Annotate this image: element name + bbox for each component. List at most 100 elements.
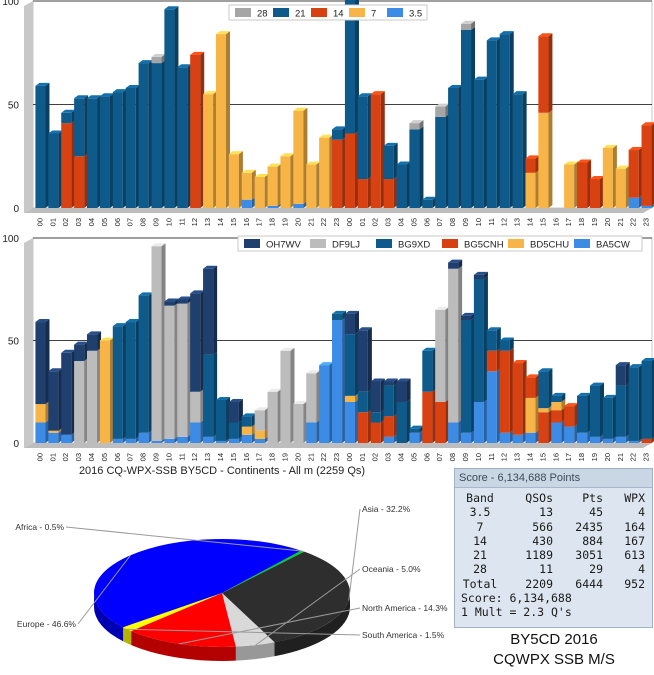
- bar-segment: [409, 123, 420, 130]
- x-tick-label: 04: [397, 218, 406, 226]
- bar-top: [125, 319, 140, 323]
- bar-segment: [499, 34, 510, 209]
- x-tick-label: 18: [577, 453, 586, 461]
- x-tick-label: 20: [603, 453, 612, 461]
- bar-segment: [422, 391, 433, 443]
- bar-segment: [61, 112, 72, 124]
- x-tick-label: 05: [100, 453, 109, 461]
- bar-top: [267, 388, 282, 392]
- bar-segment: [177, 436, 188, 443]
- column-header-qsos: QSOs: [525, 491, 553, 505]
- bar-segment: [370, 412, 381, 423]
- x-tick-label: 01: [358, 218, 367, 226]
- x-tick-label: 04: [87, 453, 96, 461]
- bar-top: [241, 413, 256, 417]
- y-tick-label: 0: [13, 204, 19, 215]
- legend-swatch: [311, 8, 327, 17]
- pie-slice: [123, 593, 222, 632]
- bar-segment: [512, 363, 523, 435]
- bar-segment: [448, 422, 459, 443]
- bar-top: [589, 382, 604, 386]
- x-tick-label: 23: [642, 453, 651, 461]
- x-tick-label: 17: [255, 453, 264, 461]
- bar-segment: [344, 334, 355, 396]
- bar-segment: [190, 293, 201, 392]
- bar-side: [548, 33, 553, 113]
- pts-cell: 29: [589, 562, 603, 577]
- pie-label: South America - 1.5%: [362, 630, 445, 640]
- x-tick-label: 14: [216, 218, 225, 226]
- bar-top: [112, 89, 127, 93]
- bar-top: [628, 147, 643, 151]
- pie-leader-line: [126, 628, 361, 636]
- bar-segment: [74, 361, 85, 443]
- bar-segment: [577, 432, 588, 443]
- bar-segment: [177, 67, 188, 209]
- bar-segment: [306, 373, 317, 423]
- pie-side: [235, 642, 275, 661]
- bar-top: [577, 392, 592, 396]
- bar-segment: [357, 96, 368, 180]
- bar-segment: [512, 434, 523, 443]
- bar-top: [525, 155, 540, 159]
- x-tick-label: 09: [461, 453, 470, 461]
- bar-segment: [344, 395, 355, 402]
- bar-top: [293, 107, 308, 111]
- x-tick-label: 01: [48, 218, 57, 226]
- bar-top: [448, 84, 463, 88]
- bar-segment: [589, 179, 600, 208]
- bar-segment: [190, 422, 201, 443]
- pie-slice: [222, 551, 351, 643]
- x-tick-label: 13: [513, 218, 522, 226]
- bar-segment: [538, 412, 549, 443]
- bar-segment: [151, 56, 162, 64]
- bar-top: [87, 95, 102, 99]
- bar-top: [383, 378, 398, 382]
- x-tick-label: 23: [332, 218, 341, 226]
- x-tick-label: 22: [319, 218, 328, 226]
- legend-label: BD5CHU: [530, 240, 569, 251]
- bar-segment: [641, 438, 652, 443]
- x-tick-label: 14: [525, 218, 534, 226]
- bar-segment: [241, 172, 252, 200]
- wpx-cell: 4: [638, 505, 645, 520]
- bar-segment: [228, 402, 239, 423]
- bar-top: [87, 331, 102, 335]
- bar-top: [267, 163, 282, 167]
- bar-segment: [87, 334, 98, 351]
- bar-top: [357, 327, 372, 331]
- band-cell: 21: [473, 548, 487, 563]
- bar-top: [254, 407, 269, 411]
- bar-side: [651, 437, 654, 443]
- bar-segment: [164, 305, 175, 439]
- bar-segment: [396, 164, 407, 208]
- bar-segment: [112, 326, 123, 439]
- bar-segment: [87, 98, 98, 208]
- x-tick-label: 16: [551, 453, 560, 461]
- qsos-cell: 566: [532, 519, 553, 534]
- bar-top: [203, 91, 218, 95]
- bar-segment: [628, 367, 639, 441]
- qsos-cell: 2209: [525, 576, 553, 591]
- bar-top: [177, 64, 192, 68]
- bar-segment: [641, 361, 652, 439]
- bar-side: [354, 310, 359, 335]
- x-tick-label: 03: [74, 453, 83, 461]
- bar-top: [370, 91, 385, 95]
- score-panel: Score - 6,134,688 Points Band QSOs Pts W…: [454, 468, 653, 628]
- x-tick-label: 19: [590, 453, 599, 461]
- x-tick-label: 12: [500, 453, 509, 461]
- column-header-band: Band: [466, 491, 494, 505]
- band-cell: 28: [473, 562, 487, 577]
- bar-side: [548, 109, 553, 208]
- bar-top: [151, 53, 166, 57]
- x-tick-label: 16: [242, 453, 251, 461]
- wpx-cell: 167: [624, 533, 645, 548]
- bar-segment: [203, 268, 214, 355]
- y-tick-label: 100: [2, 234, 19, 245]
- bar-segment: [615, 168, 626, 208]
- bar-segment: [112, 438, 123, 443]
- bar-segment: [538, 408, 549, 413]
- pie-leader-line: [179, 607, 361, 645]
- bar-top: [99, 93, 114, 97]
